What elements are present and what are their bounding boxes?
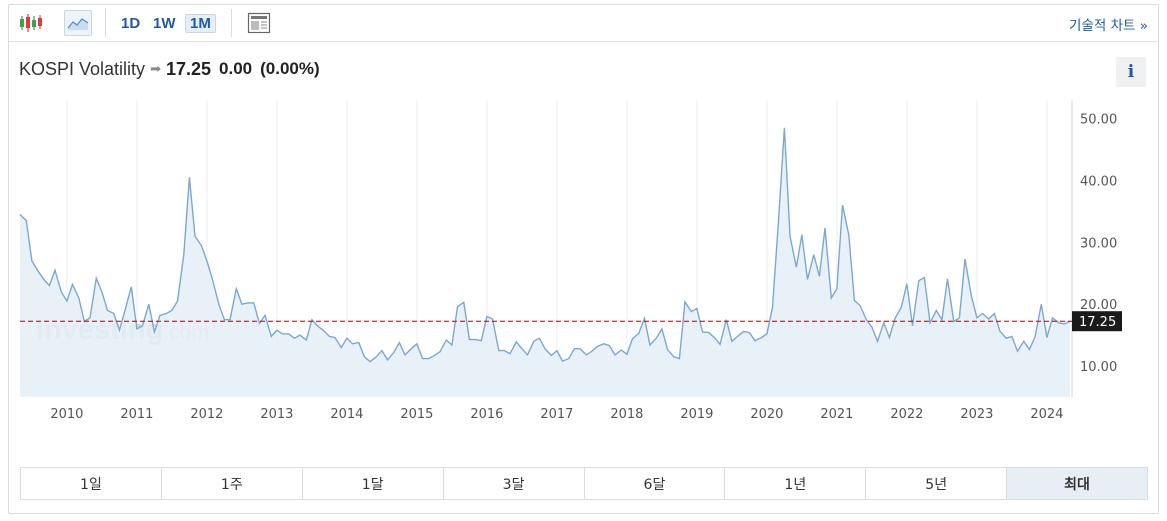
- area-chart-icon-svg: [67, 18, 89, 30]
- x-tick-label: 2013: [260, 407, 293, 422]
- interval-1w-button[interactable]: 1W: [149, 10, 180, 36]
- x-tick-label: 2018: [610, 407, 643, 422]
- area-chart-icon[interactable]: [64, 10, 92, 36]
- x-tick-label: 2024: [1030, 407, 1063, 422]
- x-tick-label: 2019: [680, 407, 713, 422]
- info-icon-label: i: [1127, 62, 1135, 82]
- instrument-header: KOSPI Volatility ➡ 17.25 0.00 (0.00%): [19, 57, 320, 81]
- range-button-5[interactable]: 1년: [725, 468, 867, 499]
- range-button-0[interactable]: 1일: [21, 468, 162, 499]
- volatility-chart: Investing.com10.0020.0030.0040.0050.0017…: [19, 100, 1122, 422]
- chart-layout-icon[interactable]: [246, 10, 272, 36]
- x-tick-label: 2014: [330, 407, 363, 422]
- price-change: 0.00: [219, 59, 253, 78]
- range-button-4[interactable]: 6달: [585, 468, 726, 499]
- x-tick-label: 2012: [190, 407, 223, 422]
- instrument-name: KOSPI Volatility: [19, 58, 146, 79]
- toolbar-divider: [231, 9, 232, 37]
- x-tick-label: 2017: [540, 407, 573, 422]
- current-value-marker: [1072, 311, 1122, 332]
- interval-1d-label: 1D: [121, 14, 141, 32]
- y-tick-label: 40.00: [1080, 174, 1117, 189]
- x-tick-label: 2020: [750, 407, 783, 422]
- info-icon[interactable]: i: [1116, 57, 1146, 87]
- range-button-2[interactable]: 1달: [303, 468, 444, 499]
- range-selector: 1일 1주 1달 3달 6달 1년 5년 최대: [20, 467, 1148, 500]
- y-tick-label: 10.00: [1080, 360, 1117, 375]
- x-tick-label: 2015: [400, 407, 433, 422]
- range-button-6[interactable]: 5년: [866, 468, 1008, 499]
- series-area: [20, 127, 1070, 398]
- x-tick-label: 2021: [820, 407, 853, 422]
- interval-1w-label: 1W: [153, 14, 176, 32]
- interval-1d-button[interactable]: 1D: [117, 10, 144, 36]
- x-tick-label: 2023: [960, 407, 993, 422]
- unchanged-arrow-icon: ➡: [150, 61, 161, 76]
- current-value-label: 17.25: [1079, 315, 1116, 330]
- range-button-1[interactable]: 1주: [162, 468, 303, 499]
- range-button-3[interactable]: 3달: [444, 468, 585, 499]
- x-tick-label: 2022: [890, 407, 923, 422]
- interval-1m-label: 1M: [185, 13, 216, 33]
- technical-chart-link[interactable]: 기술적 차트 »: [1069, 18, 1148, 34]
- series-line: [19, 127, 1071, 363]
- x-tick-label: 2010: [50, 407, 83, 422]
- candlestick-chart-icon-svg: [20, 14, 42, 32]
- chart-layout-icon-svg: [247, 12, 271, 34]
- y-tick-label: 20.00: [1080, 298, 1117, 313]
- price-change-percent: (0.00%): [260, 59, 320, 78]
- x-tick-label: 2011: [120, 407, 153, 422]
- interval-1m-button[interactable]: 1M: [185, 10, 216, 36]
- y-tick-label: 30.00: [1080, 236, 1117, 251]
- range-button-7[interactable]: 최대: [1007, 468, 1147, 499]
- chart-toolbar: 1D 1W 1M 기술적 차트 »: [9, 5, 1158, 42]
- y-tick-label: 50.00: [1080, 113, 1117, 128]
- last-price: 17.25: [165, 58, 212, 79]
- candlestick-chart-icon[interactable]: [18, 10, 44, 36]
- toolbar-divider: [105, 9, 106, 37]
- x-tick-label: 2016: [470, 407, 503, 422]
